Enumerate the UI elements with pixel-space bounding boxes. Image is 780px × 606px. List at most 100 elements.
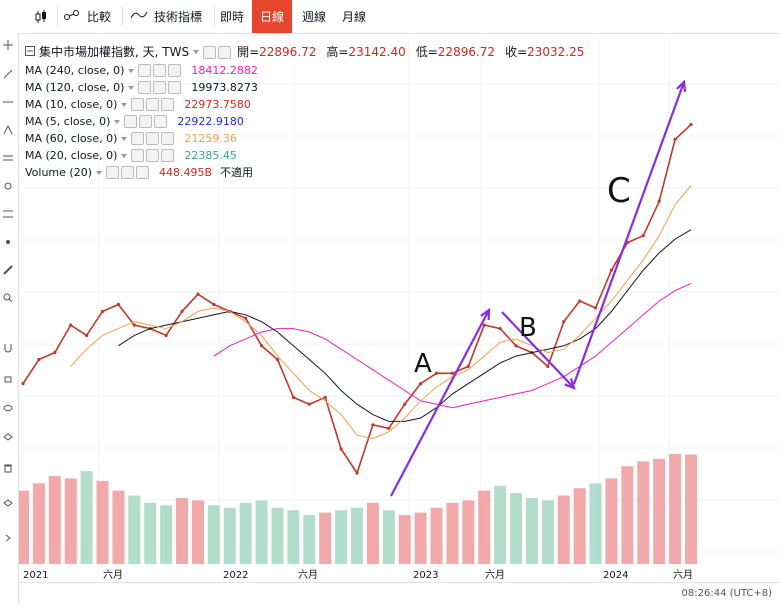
x-tick-label: 六月 (103, 569, 123, 581)
data-point (244, 316, 248, 320)
volume-bar (398, 515, 411, 564)
series-line (213, 282, 692, 409)
data-point (387, 426, 391, 430)
weekly-button[interactable]: 週線 (302, 0, 328, 33)
data-point (85, 333, 89, 338)
indicator-buttons[interactable] (131, 98, 176, 111)
indicator-name: MA (240, close, 0) (25, 64, 125, 77)
volume-bar (446, 502, 459, 564)
realtime-button[interactable]: 即時 (220, 0, 246, 33)
channel-icon[interactable] (3, 209, 13, 219)
chevron-down-icon[interactable] (121, 153, 128, 158)
indicator-buttons[interactable] (106, 166, 151, 179)
indicator-row[interactable]: MA (60, close, 0) 21259.36 (25, 130, 584, 147)
candlestick-icon[interactable] (30, 0, 52, 33)
volume-bar (239, 502, 252, 564)
layers-icon[interactable] (3, 498, 13, 508)
volume-bar (19, 490, 29, 564)
data-point (69, 323, 73, 327)
trend-line-icon[interactable] (3, 69, 13, 79)
x-tick-label: 2023 (413, 570, 438, 581)
pencil-icon[interactable] (3, 265, 13, 275)
chevron-down-icon[interactable] (121, 136, 128, 141)
compare-button[interactable]: 比較 (63, 0, 117, 33)
chevron-down-icon[interactable] (128, 68, 135, 73)
lock-icon[interactable] (3, 373, 13, 383)
compare-icon (63, 9, 81, 24)
indicator-row[interactable]: MA (240, close, 0) 18412.2882 (25, 62, 584, 79)
volume-bar (351, 507, 363, 564)
indicator-buttons[interactable] (131, 149, 176, 162)
indicator-row[interactable]: MA (10, close, 0) 22973.7580 (25, 96, 584, 113)
volume-bar (335, 510, 348, 564)
zoom-icon[interactable] (3, 293, 13, 303)
data-point (514, 344, 518, 348)
daily-label: 日線 (259, 10, 284, 24)
crosshair-icon[interactable] (3, 40, 13, 50)
indicator-buttons[interactable] (124, 115, 169, 128)
data-point (53, 351, 57, 355)
daily-button[interactable]: 日線 (252, 0, 292, 33)
toolbar-divider (214, 6, 215, 26)
indicator-name: MA (5, close, 0) (25, 115, 111, 128)
data-point (371, 423, 375, 427)
monthly-button[interactable]: 月線 (342, 0, 368, 33)
trash-icon[interactable] (3, 463, 13, 473)
indicator-buttons[interactable] (131, 132, 176, 145)
indicator-value: 22385.45 (184, 149, 237, 162)
weekly-label: 週線 (302, 10, 327, 24)
chevron-down-icon[interactable] (121, 102, 128, 107)
indicator-row[interactable]: MA (5, close, 0) 22922.9180 (25, 113, 584, 130)
data-point (116, 302, 121, 307)
monthly-label: 月線 (342, 10, 367, 24)
indicator-value: 18412.2882 (191, 64, 258, 77)
status-bar: 08:26:44 (UTC+8) (19, 582, 780, 606)
eye-icon[interactable] (3, 403, 13, 413)
chevron-down-icon[interactable] (128, 85, 135, 90)
indicator-row[interactable]: Volume (20) 448.495B 不適用 (25, 164, 584, 181)
pitchfork-icon[interactable] (3, 125, 13, 135)
volume-bar (223, 507, 236, 564)
high-value: 23142.40 (348, 44, 406, 59)
data-point (498, 326, 502, 331)
indicator-value: 448.495B (159, 166, 213, 179)
collapse-legend-icon[interactable] (25, 44, 35, 61)
data-point (196, 292, 200, 296)
volume-bar (430, 507, 443, 564)
volume-bar (557, 495, 570, 564)
indicator-buttons[interactable] (138, 81, 183, 94)
stack-icon[interactable] (3, 433, 13, 443)
volume-bar (525, 498, 538, 564)
data-point (403, 402, 407, 406)
fib-icon[interactable] (3, 153, 13, 163)
volume-bar (685, 454, 697, 564)
indicator-name: MA (120, close, 0) (25, 81, 125, 94)
chevron-down-icon[interactable] (96, 170, 102, 175)
indicator-row[interactable]: MA (20, close, 0) 22385.45 (25, 147, 584, 164)
volume-bar (96, 480, 109, 564)
compare-label: 比較 (87, 10, 112, 24)
indicator-row[interactable]: MA (120, close, 0) 19973.8273 (25, 79, 584, 96)
chevron-down-icon[interactable] (193, 50, 200, 54)
volume-bar (414, 512, 427, 564)
toolbar-divider (57, 6, 58, 26)
data-point (578, 299, 582, 303)
data-point (275, 357, 280, 362)
x-tick-label: 六月 (298, 569, 318, 581)
legend-buttons[interactable] (203, 45, 233, 59)
price-chart[interactable]: 2021 六月 2022 六月 2023 六月 2024 六月 A B C (19, 34, 780, 582)
data-point (434, 371, 439, 375)
volume-bar (382, 510, 395, 564)
dot-icon[interactable] (3, 237, 13, 247)
data-point (593, 306, 598, 310)
magnet-icon[interactable] (3, 343, 13, 353)
series-line (70, 185, 692, 440)
indicator-buttons[interactable] (138, 64, 183, 77)
chart-legend: 集中市場加權指數, 天, TWS 開= 22896.72 高= 23142.40 低… (25, 42, 584, 181)
indicators-button[interactable]: 技術指標 (130, 0, 210, 33)
collapse-icon[interactable] (3, 533, 13, 543)
node-icon[interactable] (3, 181, 13, 191)
chevron-down-icon[interactable] (114, 119, 121, 124)
horizontal-line-icon[interactable] (3, 97, 13, 107)
toolbar-divider (122, 6, 123, 26)
